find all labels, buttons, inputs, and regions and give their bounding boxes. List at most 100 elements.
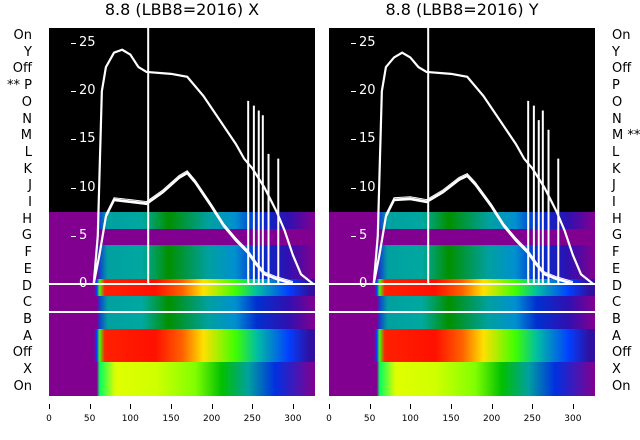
row-label: L [612,144,620,160]
row-label: G [21,228,32,244]
series-line-lower [372,174,574,286]
row-label: E [612,261,621,277]
y-tick-label: 10 [79,179,96,195]
row-label: G [612,228,623,244]
row-label: H [612,211,622,227]
row-label: On [612,378,631,394]
y-tick-label: 5 [79,227,88,243]
y-tick-mark [71,43,76,44]
y-tick-mark [351,139,356,141]
series-line-lower [92,171,294,286]
row-label: D [612,278,623,294]
chart-title: 8.8 (LBB8=2016) Y [385,0,539,19]
x-tick-mark [491,404,493,409]
x-tick-mark [49,404,50,409]
row-label: Y [612,44,620,60]
x-tick-label: 100 [121,414,139,424]
chart-panel: 0 5 10 15 20 25 [329,28,595,396]
row-label: H [22,211,32,227]
y-tick-label: 25 [359,35,376,50]
y-tick-label: 15 [359,131,376,147]
row-label: M [20,128,32,144]
chart-title: 8.8 (LBB8=2016) X [104,0,260,19]
y-tick-mark [71,187,76,189]
series-line-lower [373,173,574,283]
line-layer [49,28,315,286]
row-label: O [612,94,623,110]
series-line-upper [372,51,594,285]
x-tick-label: 0 [46,414,52,424]
row-label: Y [24,44,32,60]
heatmap-band [329,245,595,279]
y-tick-label: 10 [359,179,376,195]
x-tick-mark [329,404,330,409]
x-tick-label: 100 [401,414,419,424]
x-tick-mark [369,404,371,409]
x-tick-mark [211,404,213,409]
row-label: Off [12,345,32,361]
heatmap-band [329,329,595,362]
row-label: B [612,311,621,327]
x-tick-label: 250 [243,414,261,424]
y-tick-label: 20 [359,83,376,99]
x-tick-label: 200 [203,414,221,424]
row-label: K [23,161,32,177]
y-tick-mark [351,43,356,44]
row-label: F [612,245,620,261]
y-tick-mark [351,235,356,237]
x-tick-mark [572,404,574,409]
line-layer [329,28,595,286]
heatmap-band [329,362,595,396]
row-label: I [28,195,32,210]
row-label: C [612,295,622,311]
row-label: N [22,111,32,127]
heatmap-band [329,296,595,312]
row-label: K [612,161,621,177]
heatmap-band [49,362,315,396]
series-line-lower [93,171,294,284]
row-label: N [612,111,622,127]
x-tick-label: 150 [162,414,180,424]
heatmap-band [49,296,315,312]
x-tick-label: 200 [483,414,501,424]
row-label: Off [612,61,632,77]
row-label: F [24,245,32,261]
y-tick-label: 15 [79,131,96,147]
x-tick-label: 250 [523,414,541,424]
heatmap-band [49,245,315,279]
row-label: ** P [7,78,32,94]
heatmap-band [329,313,595,329]
series-line-lower [373,174,574,284]
row-label: J [612,178,616,194]
divider-line [49,311,315,313]
row-label: X [612,362,621,377]
x-tick-mark [170,404,172,409]
x-tick-label: 50 [363,414,376,424]
heatmap-band [49,313,315,329]
row-label: Off [12,61,32,77]
x-tick-label: 0 [326,414,332,424]
row-label: On [13,28,32,43]
x-tick-label: 300 [284,414,302,424]
row-label: On [612,28,631,43]
x-tick-label: 50 [83,414,96,424]
row-label: P [612,78,620,94]
y-tick-label: 5 [359,227,368,243]
row-label: C [22,295,32,311]
x-tick-mark [130,404,132,409]
row-label: Off [612,345,632,361]
row-label: X [23,362,32,377]
row-label: On [13,378,32,394]
row-label: E [23,261,32,277]
y-tick-label: 25 [79,35,96,50]
row-label: J [28,178,32,194]
series-line-lower [93,170,294,283]
y-tick-label: 0 [79,276,88,291]
x-tick-label: 300 [564,414,582,424]
row-label: A [23,328,32,344]
y-tick-label: 0 [359,276,368,291]
y-tick-mark [71,139,76,141]
x-tick-mark [292,404,294,409]
x-tick-label: 150 [442,414,460,424]
divider-line [329,311,595,313]
